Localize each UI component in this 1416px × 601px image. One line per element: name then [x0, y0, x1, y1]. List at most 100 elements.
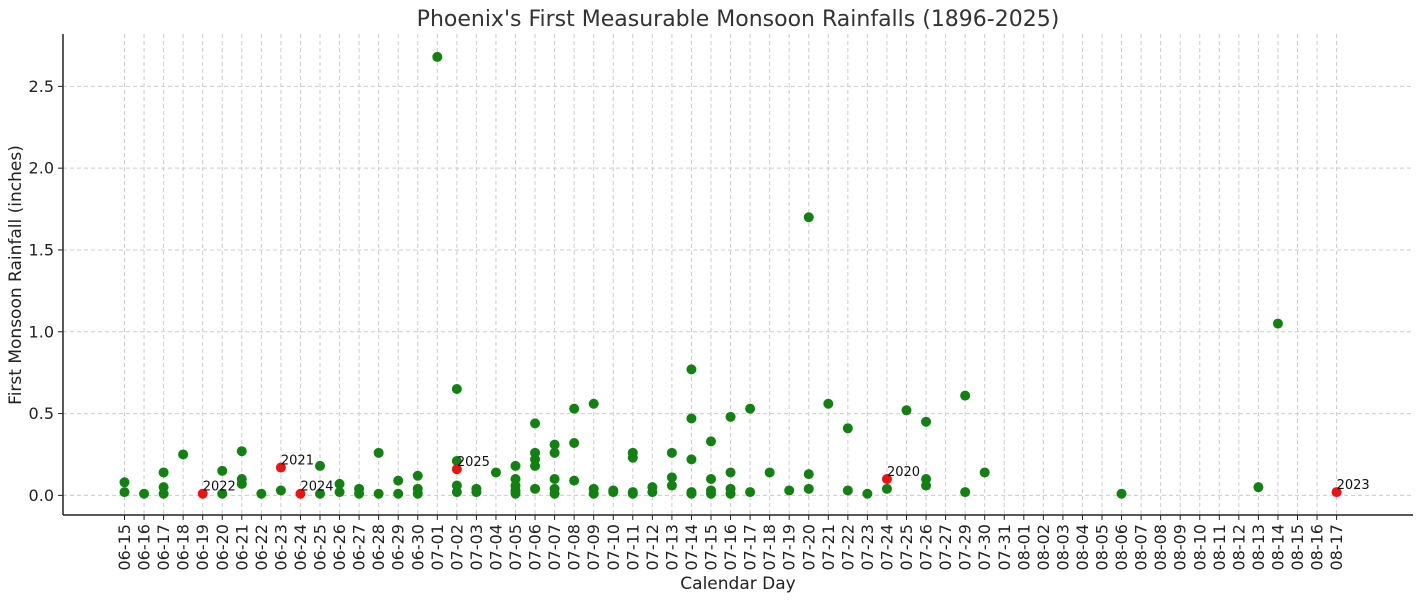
- x-tick-label: 06-28: [369, 524, 388, 571]
- x-tick-label: 07-24: [877, 524, 896, 571]
- data-point: [315, 460, 325, 471]
- data-point: [139, 488, 150, 499]
- data-point: [569, 403, 580, 414]
- data-point: [725, 411, 736, 422]
- data-point: [334, 478, 345, 489]
- x-axis-label: Calendar Day: [680, 574, 795, 594]
- y-tick-label: 0.5: [29, 404, 54, 423]
- x-tick-label: 07-16: [721, 524, 740, 571]
- data-point: [549, 447, 560, 458]
- data-point: [764, 467, 775, 478]
- point-year-label: 2023: [1337, 478, 1370, 493]
- data-point: [745, 487, 756, 498]
- data-point: [217, 488, 228, 499]
- data-point: [666, 480, 677, 491]
- x-tick-label: 08-12: [1229, 524, 1248, 571]
- y-tick-label: 1.0: [29, 322, 54, 341]
- x-tick-label: 07-08: [565, 524, 584, 571]
- x-tick-label: 06-17: [154, 524, 173, 571]
- data-point: [627, 488, 638, 499]
- x-tick-label: 08-02: [1034, 524, 1053, 571]
- data-point: [921, 416, 932, 427]
- x-tick-label: 07-11: [623, 524, 642, 571]
- data-point: [706, 488, 716, 499]
- data-point: [530, 460, 541, 471]
- x-tick-label: 07-14: [682, 524, 701, 571]
- x-tick-label: 07-23: [858, 524, 877, 571]
- data-point: [803, 469, 814, 480]
- x-tick-label: 07-06: [526, 524, 545, 571]
- x-tick-label: 06-27: [350, 524, 369, 571]
- x-tick-label: 07-22: [838, 524, 857, 571]
- data-point: [921, 480, 932, 491]
- x-tick-label: 07-10: [604, 524, 623, 571]
- highlight-point: [1331, 487, 1342, 498]
- grid-lines: [63, 34, 1413, 515]
- data-point: [158, 488, 169, 499]
- point-year-label: 2025: [457, 455, 490, 470]
- chart-title: Phoenix's First Measurable Monsoon Rainf…: [417, 7, 1060, 32]
- data-point: [236, 478, 247, 489]
- highlight-point: [295, 488, 306, 499]
- x-tick-label: 08-06: [1112, 524, 1131, 571]
- data-point: [803, 212, 814, 223]
- x-tick-label: 07-30: [975, 524, 994, 571]
- x-tick-label: 06-26: [330, 524, 349, 571]
- data-point: [530, 418, 541, 429]
- data-point: [334, 487, 345, 498]
- data-point: [275, 485, 286, 496]
- x-tick-label: 06-24: [291, 524, 310, 571]
- data-point: [510, 460, 521, 471]
- data-point: [881, 483, 892, 494]
- point-year-label: 2020: [887, 465, 920, 480]
- data-point: [1253, 482, 1264, 493]
- x-tick-label: 07-13: [662, 524, 681, 571]
- data-point: [842, 485, 853, 496]
- x-tick-label: 08-05: [1093, 524, 1112, 571]
- x-tick-label: 06-15: [115, 524, 134, 571]
- x-tick-label: 07-18: [760, 524, 779, 571]
- x-tick-label: 06-29: [389, 524, 408, 571]
- x-tick-label: 06-22: [252, 524, 271, 571]
- data-point: [178, 449, 189, 460]
- x-tick-label: 06-20: [213, 524, 232, 571]
- data-point: [666, 472, 677, 483]
- data-point: [393, 475, 404, 486]
- data-point: [686, 454, 697, 465]
- data-point: [862, 488, 873, 499]
- x-tick-label: 07-25: [897, 524, 916, 571]
- data-point: [960, 390, 971, 401]
- y-tick-labels: 0.0 0.5 1.0 1.5 2.0 2.5: [29, 77, 63, 505]
- x-tick-label: 06-30: [408, 524, 427, 571]
- data-point: [901, 405, 912, 416]
- data-point: [510, 488, 521, 499]
- x-tick-label: 07-03: [467, 524, 486, 571]
- data-point: [1116, 488, 1127, 499]
- x-tick-label: 06-19: [193, 524, 212, 571]
- point-year-label: 2022: [203, 480, 236, 495]
- data-point: [490, 467, 501, 478]
- x-tick-label: 06-16: [135, 524, 154, 571]
- data-point: [784, 485, 795, 496]
- x-tick-label: 06-23: [271, 524, 290, 571]
- x-tick-label: 06-21: [232, 524, 251, 571]
- data-point: [315, 488, 325, 499]
- x-tick-label: 08-01: [1014, 524, 1033, 571]
- highlight-point: [197, 488, 208, 499]
- data-point: [627, 452, 638, 463]
- data-point: [373, 447, 384, 458]
- data-point: [1272, 318, 1283, 329]
- x-tick-label: 07-17: [741, 524, 760, 571]
- x-tick-label: 08-03: [1053, 524, 1072, 571]
- data-point: [823, 398, 834, 409]
- x-tick-label: 07-04: [486, 524, 505, 571]
- data-point: [803, 483, 814, 494]
- x-tick-label: 07-05: [506, 524, 525, 571]
- data-point: [119, 477, 130, 488]
- data-point: [256, 488, 267, 499]
- data-point: [960, 487, 971, 498]
- y-axis-label: First Monsoon Rainfall (inches): [6, 145, 26, 405]
- data-point: [217, 465, 228, 476]
- x-tick-label: 07-20: [799, 524, 818, 571]
